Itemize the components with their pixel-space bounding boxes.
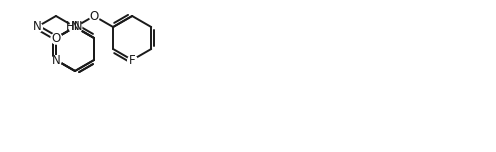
Text: O: O	[51, 31, 61, 45]
Text: N: N	[52, 54, 61, 67]
Text: F: F	[129, 54, 135, 67]
Text: N: N	[70, 21, 79, 33]
Text: N: N	[33, 21, 41, 33]
Text: O: O	[89, 9, 99, 22]
Text: HN: HN	[66, 21, 84, 33]
